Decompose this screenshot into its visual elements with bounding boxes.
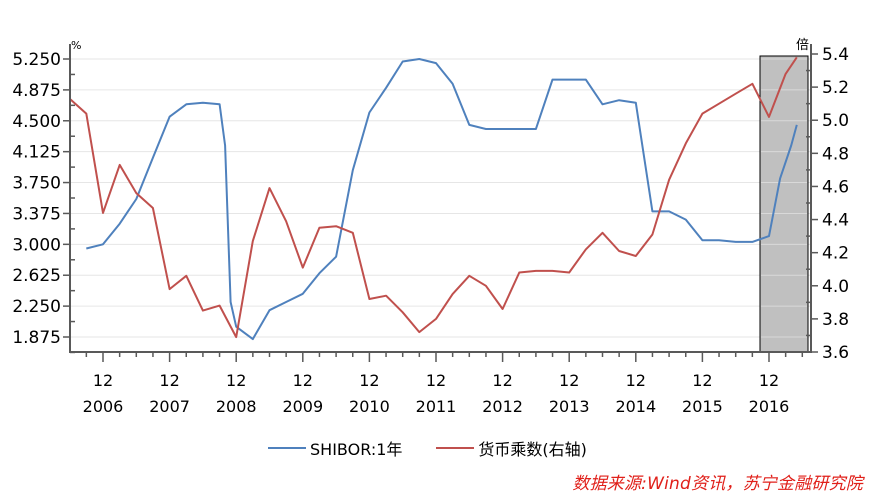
x-tick-month: 12 bbox=[293, 371, 313, 390]
x-tick-year: 2006 bbox=[83, 397, 124, 416]
x-axis-labels: 12 2006 12 2007 12 2008 12 2009 12 2010 12 2011 12 20… bbox=[83, 371, 790, 416]
left-tick-label: 2.250 bbox=[12, 297, 61, 317]
x-tick-year: 2013 bbox=[549, 397, 590, 416]
right-tick-label: 3.6 bbox=[822, 343, 849, 363]
right-tick-label: 4.2 bbox=[822, 244, 849, 264]
axis-ticks bbox=[63, 53, 818, 362]
gridlines bbox=[70, 58, 811, 338]
highlight-gridlines bbox=[761, 58, 807, 338]
left-axis-labels: 5.250 4.875 4.500 4.125 3.750 3.375 3.000 2.625… bbox=[12, 50, 61, 348]
x-tick-month: 12 bbox=[492, 371, 512, 390]
left-tick-label: 4.875 bbox=[12, 81, 61, 101]
x-tick-month: 12 bbox=[559, 371, 579, 390]
right-tick-label: 5.2 bbox=[822, 78, 849, 98]
right-tick-label: 3.8 bbox=[822, 310, 849, 330]
x-tick-year: 2009 bbox=[282, 397, 323, 416]
left-tick-label: 5.250 bbox=[12, 50, 61, 70]
x-tick-year: 2011 bbox=[416, 397, 457, 416]
shibor-line bbox=[86, 58, 798, 341]
legend-item-multiplier: 货币乘数(右轴) bbox=[436, 436, 587, 460]
left-tick-label: 4.125 bbox=[12, 143, 61, 163]
legend-item-shibor: SHIBOR:1年 bbox=[268, 436, 402, 460]
x-tick-year: 2012 bbox=[482, 397, 523, 416]
left-tick-label: 3.750 bbox=[12, 174, 61, 194]
x-tick-month: 12 bbox=[426, 371, 446, 390]
x-tick-month: 12 bbox=[359, 371, 379, 390]
x-tick-year: 2016 bbox=[749, 397, 790, 416]
legend-label-multiplier: 货币乘数(右轴) bbox=[478, 440, 587, 459]
left-tick-label: 2.625 bbox=[12, 266, 61, 286]
right-tick-label: 5.0 bbox=[822, 111, 849, 131]
x-tick-month: 12 bbox=[626, 371, 646, 390]
x-tick-year: 2014 bbox=[615, 397, 656, 416]
chart-canvas: % 倍 5.250 4.875 4.500 4.125 3.750 3.375 3.000 2… bbox=[12, 38, 849, 416]
left-tick-label: 3.000 bbox=[12, 235, 61, 255]
x-tick-year: 2015 bbox=[682, 397, 723, 416]
x-tick-month: 12 bbox=[159, 371, 179, 390]
left-tick-label: 4.500 bbox=[12, 112, 61, 132]
money-multiplier-line bbox=[69, 56, 798, 339]
right-tick-label: 4.0 bbox=[822, 277, 849, 297]
x-tick-month: 12 bbox=[692, 371, 712, 390]
x-tick-month: 12 bbox=[93, 371, 113, 390]
right-tick-label: 4.6 bbox=[822, 177, 849, 197]
x-tick-year: 2010 bbox=[349, 397, 390, 416]
multiplier-swatch-icon bbox=[436, 447, 475, 449]
left-axis-unit: % bbox=[71, 39, 81, 52]
right-axis-unit: 倍 bbox=[796, 38, 809, 53]
right-axis-labels: 5.4 5.2 5.0 4.8 4.6 4.4 4.2 4.0 3.8 3.6 bbox=[822, 45, 849, 363]
x-tick-month: 12 bbox=[759, 371, 779, 390]
source-note: 数据来源:Wind资讯，苏宁金融研究院 bbox=[572, 474, 863, 494]
left-tick-label: 3.375 bbox=[12, 204, 61, 224]
x-tick-year: 2008 bbox=[216, 397, 257, 416]
left-tick-label: 1.875 bbox=[12, 328, 61, 348]
legend-label-shibor: SHIBOR:1年 bbox=[310, 440, 403, 459]
x-tick-month: 12 bbox=[226, 371, 246, 390]
shibor-swatch-icon bbox=[268, 447, 306, 449]
right-tick-label: 4.4 bbox=[822, 211, 849, 231]
right-tick-label: 5.4 bbox=[822, 45, 849, 65]
legend: SHIBOR:1年 货币乘数(右轴) bbox=[268, 436, 621, 460]
highlight-region bbox=[759, 55, 809, 353]
right-tick-label: 4.8 bbox=[822, 144, 849, 164]
x-tick-year: 2007 bbox=[149, 397, 190, 416]
